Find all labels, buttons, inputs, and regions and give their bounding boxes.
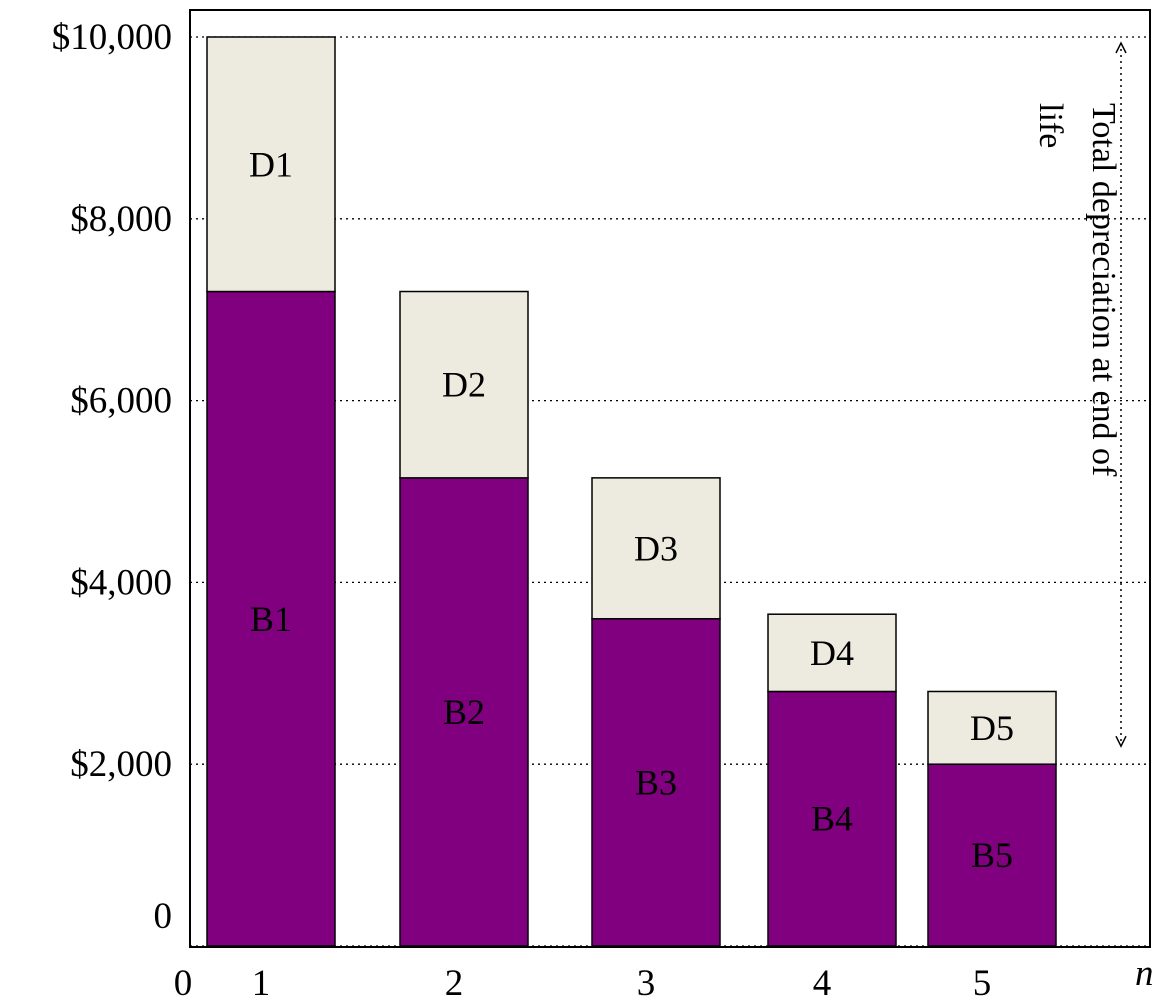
x-tick-label-1: 1 bbox=[252, 963, 271, 1004]
bar-D5 bbox=[927, 690, 1057, 765]
x-axis-ticks: 1 2 3 4 5 bbox=[252, 963, 992, 1004]
y-tick-label-4000: $4,000 bbox=[70, 562, 172, 603]
bar-D3 bbox=[591, 477, 721, 620]
bar-B4 bbox=[767, 690, 897, 947]
y-tick-label-2000: $2,000 bbox=[70, 744, 172, 785]
bar-label-D4: D4 bbox=[810, 633, 854, 673]
bars bbox=[206, 36, 1057, 947]
bar-label-B1: B1 bbox=[250, 599, 292, 639]
y-axis-ticks: 0 $2,000 $4,000 $6,000 $8,000 $10,000 bbox=[52, 17, 172, 937]
bar-D1 bbox=[206, 36, 336, 293]
bar-label-B4: B4 bbox=[811, 799, 853, 839]
plot-frame bbox=[189, 9, 1151, 948]
bar-B5 bbox=[927, 763, 1057, 947]
bar-labels: B1 D1 B2 D2 B3 D3 B4 D4 B5 D5 bbox=[249, 144, 1014, 875]
x-tick-label-3: 3 bbox=[637, 963, 656, 1004]
arrow-head-up-icon bbox=[1115, 41, 1127, 54]
x-tick-label-4: 4 bbox=[813, 963, 832, 1004]
y-tick-label-10000: $10,000 bbox=[52, 17, 172, 58]
bar-label-D5: D5 bbox=[970, 708, 1014, 748]
bar-B3 bbox=[591, 618, 721, 947]
bar-label-B2: B2 bbox=[443, 692, 485, 732]
bar-D4 bbox=[767, 613, 897, 693]
bar-D2 bbox=[399, 290, 529, 479]
bar-label-D1: D1 bbox=[249, 144, 293, 184]
bar-label-B3: B3 bbox=[635, 762, 677, 802]
y-tick-label-8000: $8,000 bbox=[70, 199, 172, 240]
bar-label-D2: D2 bbox=[442, 365, 486, 405]
bar-B1 bbox=[206, 290, 336, 947]
x-tick-label-5: 5 bbox=[973, 963, 992, 1004]
x-origin-label: 0 bbox=[174, 963, 193, 1004]
x-axis-label: n bbox=[1135, 953, 1152, 994]
total-depreciation-annotation: Total depreciation at end of life bbox=[1032, 41, 1127, 748]
bar-label-D3: D3 bbox=[634, 528, 678, 568]
y-tick-label-6000: $6,000 bbox=[70, 381, 172, 422]
annotation-text-line1: Total depreciation at end of bbox=[1085, 103, 1122, 477]
y-tick-label-0: 0 bbox=[154, 896, 173, 937]
x-tick-label-2: 2 bbox=[445, 963, 464, 1004]
arrow-head-down-icon bbox=[1115, 735, 1127, 748]
bar-label-B5: B5 bbox=[971, 835, 1013, 875]
annotation-text-line2: life bbox=[1032, 103, 1069, 148]
bar-B2 bbox=[399, 477, 529, 947]
